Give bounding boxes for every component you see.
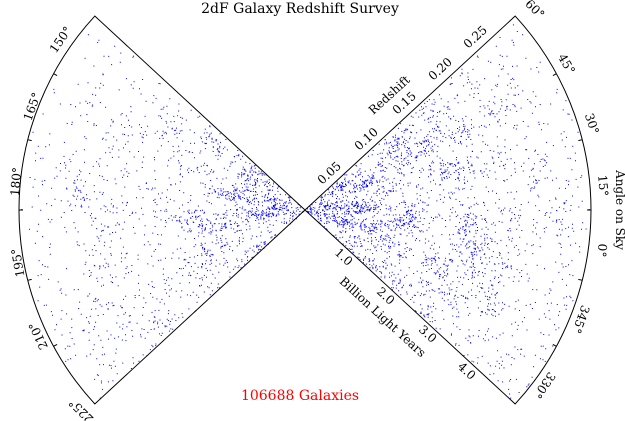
tick-label: 165° [21, 91, 44, 123]
tick-label: 195° [9, 247, 28, 278]
tick-label: 15° [595, 174, 611, 196]
galaxy-count-annotation: 106688 Galaxies [241, 388, 359, 404]
tick-label: 0.25 [461, 23, 490, 51]
tick-label: 225° [66, 396, 96, 421]
tick-label: 30° [582, 111, 602, 136]
tick-label: 0.10 [352, 125, 381, 153]
left-angle-ticks: 150° 165° 180° 195° 210° 225° [8, 24, 97, 421]
tick-label: 0° [594, 243, 609, 258]
tick-label: 45° [555, 51, 578, 76]
wedge-outlines [18, 15, 592, 405]
tick-label: 4.0 [455, 359, 479, 382]
tick-label: 210° [26, 320, 51, 352]
tick-label: 330° [530, 369, 558, 401]
galaxy-points [21, 24, 590, 399]
tick-label: 0.20 [426, 55, 455, 83]
right-angle-ticks: 60° 45° 30° 15° 0° 345° 330° Angle on Sk… [522, 0, 625, 401]
galaxy-point-cloud [21, 24, 590, 399]
tick-label: 150° [47, 24, 75, 56]
redshift-axis: 0.05 0.10 0.15 0.20 0.25 Redshift [315, 23, 490, 187]
tick-label: 0.05 [315, 159, 344, 187]
angle-axis-label: Angle on Sky [613, 169, 625, 250]
chart-title: 2dF Galaxy Redshift Survey [201, 1, 399, 17]
tick-label: 60° [522, 0, 547, 22]
distance-axis: 1.0 2.0 3.0 4.0 Billion Light Years [332, 245, 479, 382]
tick-label: 180° [8, 167, 24, 197]
tick-label: 345° [569, 303, 592, 335]
